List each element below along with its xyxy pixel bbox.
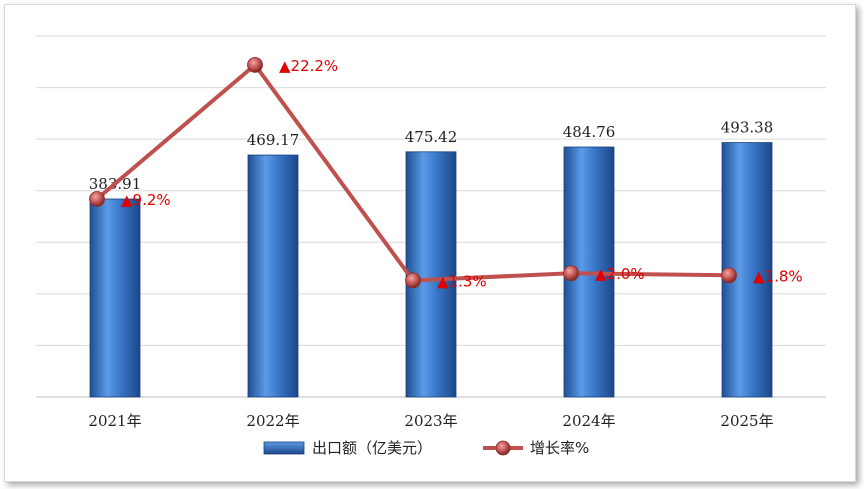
growth-rate-labels: ▲9.2% ▲22.2% ▲1.3% ▲2.0% ▲1.8%: [121, 57, 803, 291]
x-tick-label-4: 2025年: [720, 412, 773, 430]
growth-marker-1: [247, 56, 263, 73]
growth-rate-label-4: ▲1.8%: [753, 267, 803, 285]
x-tick-label-2: 2023年: [404, 412, 457, 430]
legend-label-bar: 出口额（亿美元）: [312, 439, 432, 457]
growth-rate-label-3: ▲2.0%: [595, 265, 645, 283]
x-tick-label-3: 2024年: [562, 412, 615, 430]
x-axis-tick-labels: 2021年 2022年 2023年 2024年 2025年: [88, 412, 773, 430]
growth-marker-0: [89, 191, 105, 207]
legend-label-line: 增长率%: [530, 439, 589, 457]
growth-rate-label-2: ▲1.3%: [437, 272, 487, 290]
growth-marker-3: [563, 265, 579, 282]
bar-value-label-4: 493.38: [721, 119, 774, 137]
x-tick-label-0: 2021年: [88, 412, 141, 430]
growth-marker-2: [405, 272, 421, 289]
legend-swatch-bar: [263, 441, 305, 455]
bar-1: [247, 154, 299, 398]
growth-rate-label-1: ▲22.2%: [279, 57, 338, 75]
x-tick-label-1: 2022年: [246, 412, 299, 430]
growth-rate-label-0: ▲9.2%: [121, 191, 171, 209]
legend-marker: [495, 440, 511, 456]
bar-0: [89, 198, 141, 398]
legend: 出口额（亿美元） 增长率%: [263, 439, 589, 457]
bar-value-label-1: 469.17: [247, 131, 300, 149]
bar-value-label-2: 475.42: [405, 128, 458, 146]
growth-marker-4: [721, 267, 737, 284]
bar-series: [89, 142, 773, 398]
growth-line-series: [89, 56, 737, 289]
bar-value-label-3: 484.76: [563, 123, 616, 141]
